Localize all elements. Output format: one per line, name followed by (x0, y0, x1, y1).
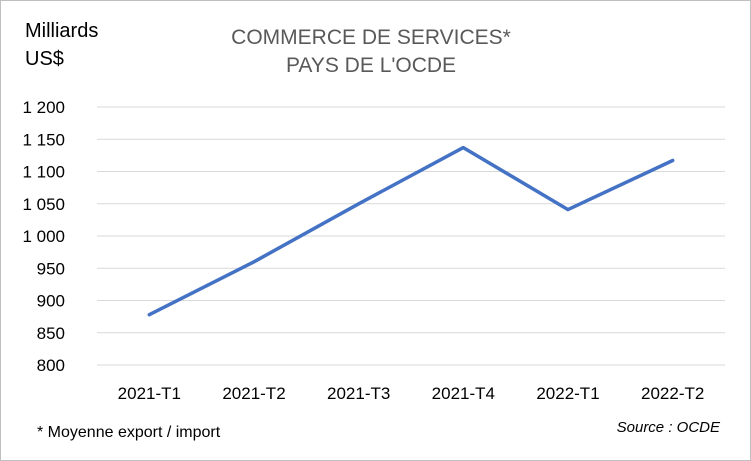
x-tick-labels: 2021-T1 2021-T2 2021-T3 2021-T4 2022-T1 2022-… (118, 384, 705, 403)
chart-subtitle: PAYS DE L'OCDE (285, 54, 457, 77)
data-point (252, 260, 256, 264)
y-tick-label: 950 (37, 259, 65, 278)
y-tick-label: 1 000 (22, 227, 65, 246)
data-point (461, 146, 465, 150)
y-tick-label: 1 200 (22, 98, 65, 117)
y-tick-labels: 800 850 900 950 1 000 1 050 1 100 1 150 1 200 (22, 98, 65, 375)
y-unit-label-line-2: US$ (25, 48, 64, 70)
y-tick-label: 1 100 (22, 163, 65, 182)
series-line (147, 145, 675, 317)
x-tick-label: 2021-T3 (327, 384, 390, 403)
source-note: Source : OCDE (616, 419, 720, 436)
series-layer (147, 145, 675, 317)
y-tick-label: 900 (37, 292, 65, 311)
data-point (357, 202, 361, 206)
y-tick-label: 1 150 (22, 130, 65, 149)
x-tick-label: 2021-T4 (432, 384, 495, 403)
x-tick-label: 2022-T1 (536, 384, 599, 403)
y-tick-label: 850 (37, 324, 65, 343)
chart-title: COMMERCE DE SERVICES* (231, 26, 511, 49)
data-point (566, 208, 570, 212)
x-tick-label: 2021-T2 (222, 384, 285, 403)
y-tick-label: 1 050 (22, 195, 65, 214)
gridlines (97, 106, 725, 366)
y-unit-label-line-1: Milliards (25, 20, 99, 42)
footnote: * Moyenne export / import (37, 424, 221, 441)
data-point (147, 313, 151, 317)
data-point (671, 159, 675, 163)
x-tick-label: 2022-T2 (641, 384, 704, 403)
x-tick-label: 2021-T1 (118, 384, 181, 403)
y-tick-label: 800 (37, 356, 65, 375)
